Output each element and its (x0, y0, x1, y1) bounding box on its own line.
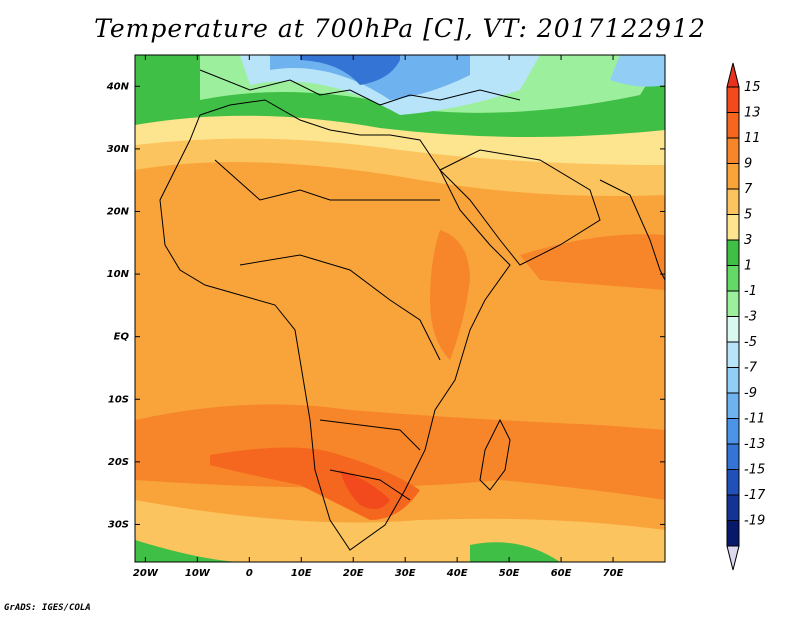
colorbar-swatch (726, 418, 740, 445)
colorbar-swatch (726, 392, 740, 419)
lon-tick-label: 20W (133, 568, 159, 579)
grads-credit: GrADS: IGES/COLA (4, 603, 91, 613)
arabian-peninsula (439, 149, 601, 266)
temperature-field (135, 55, 665, 562)
lat-tick-label: 20N (107, 206, 130, 217)
map-axes: 20W 10W 0 10E 20E 30E 40E 50E 60E 70E 40N 30N 20N 10N… (106, 55, 665, 579)
band-11-east (430, 230, 470, 360)
europe-coast (199, 69, 521, 106)
colorbar-swatch (726, 163, 740, 190)
lon-tick-label: 30E (395, 568, 416, 579)
lat-tick-label: 30S (108, 519, 129, 530)
colorbar-label: -1 (744, 284, 757, 299)
colorbar-label: 7 (744, 182, 753, 197)
lon-tick-label: 70E (603, 568, 624, 579)
colorbar-swatch (726, 443, 740, 470)
lat-tick-label: 10N (107, 269, 130, 280)
coastlines (159, 69, 665, 551)
colorbar-bottom-arrow (726, 545, 740, 571)
lat-tick-label: EQ (114, 332, 130, 343)
colorbar-swatch (726, 86, 740, 113)
colorbar-swatch (726, 265, 740, 292)
map-title: Temperature at 700hPa [C], VT: 201712291… (94, 14, 706, 43)
africa-coastline (159, 99, 511, 551)
colorbar-label: 5 (744, 208, 752, 223)
lat-tick-label: 40N (106, 81, 130, 92)
colorbar-swatch (726, 214, 740, 241)
lon-tick-label: 50E (499, 568, 520, 579)
colorbar-swatch (726, 341, 740, 368)
lon-tick-label: 10W (185, 568, 211, 579)
madagascar (479, 418, 511, 491)
colorbar-swatch (726, 112, 740, 139)
colorbar-swatch (726, 188, 740, 215)
colorbar-swatch (726, 469, 740, 496)
lon-tick-label: 20E (343, 568, 364, 579)
band-cold-3 (300, 55, 400, 85)
colorbar-label: -11 (744, 412, 765, 427)
colorbar-swatch (726, 316, 740, 343)
band-7-south (135, 500, 665, 562)
band-3-south (135, 540, 240, 562)
india-coast (599, 179, 665, 281)
colorbar-label: 15 (744, 80, 761, 95)
band-cold-east (610, 55, 665, 87)
colorbar-label: 3 (744, 233, 752, 248)
colorbar-label: -3 (744, 310, 757, 325)
plot-frame (134, 54, 666, 563)
band-3-southeast (470, 542, 560, 562)
lat-tick-label: 10S (108, 394, 129, 405)
colorbar-swatch (726, 367, 740, 394)
band-15-south (340, 470, 390, 509)
colorbar-label: -7 (744, 361, 758, 376)
lat-tick-label: 20S (108, 457, 129, 468)
lon-tick-label: 60E (551, 568, 572, 579)
lon-tick-label: 40E (446, 568, 468, 579)
colorbar-label: -15 (744, 463, 765, 478)
colorbar-swatch (726, 239, 740, 266)
colorbar-top-arrow (726, 62, 740, 88)
band-11-arabian (520, 234, 665, 290)
lon-tick-label: 0 (246, 568, 253, 579)
colorbar-swatch (726, 520, 740, 547)
colorbar-label: 1 (744, 259, 752, 274)
borders-south (319, 419, 421, 501)
colorbar-label: -5 (744, 335, 757, 350)
colorbar-label: 9 (744, 157, 752, 172)
colorbar-label: -9 (744, 386, 757, 401)
lat-tick-label: 30N (107, 144, 130, 155)
colorbar-swatch (726, 494, 740, 521)
colorbar: 15 13 11 9 7 5 3 1 -1 -3 -5 -7 -9 -11 -13 -15 -17 -19 (726, 62, 766, 571)
borders-north (214, 159, 440, 201)
colorbar-label: 11 (744, 131, 761, 146)
colorbar-label: 13 (744, 106, 761, 121)
colorbar-swatch (726, 290, 740, 317)
colorbar-swatch (726, 137, 740, 164)
colorbar-label: -17 (744, 488, 766, 503)
lon-tick-label: 10E (291, 568, 312, 579)
colorbar-label: -19 (744, 514, 765, 529)
borders-central (239, 254, 441, 361)
colorbar-label: -13 (744, 437, 765, 452)
